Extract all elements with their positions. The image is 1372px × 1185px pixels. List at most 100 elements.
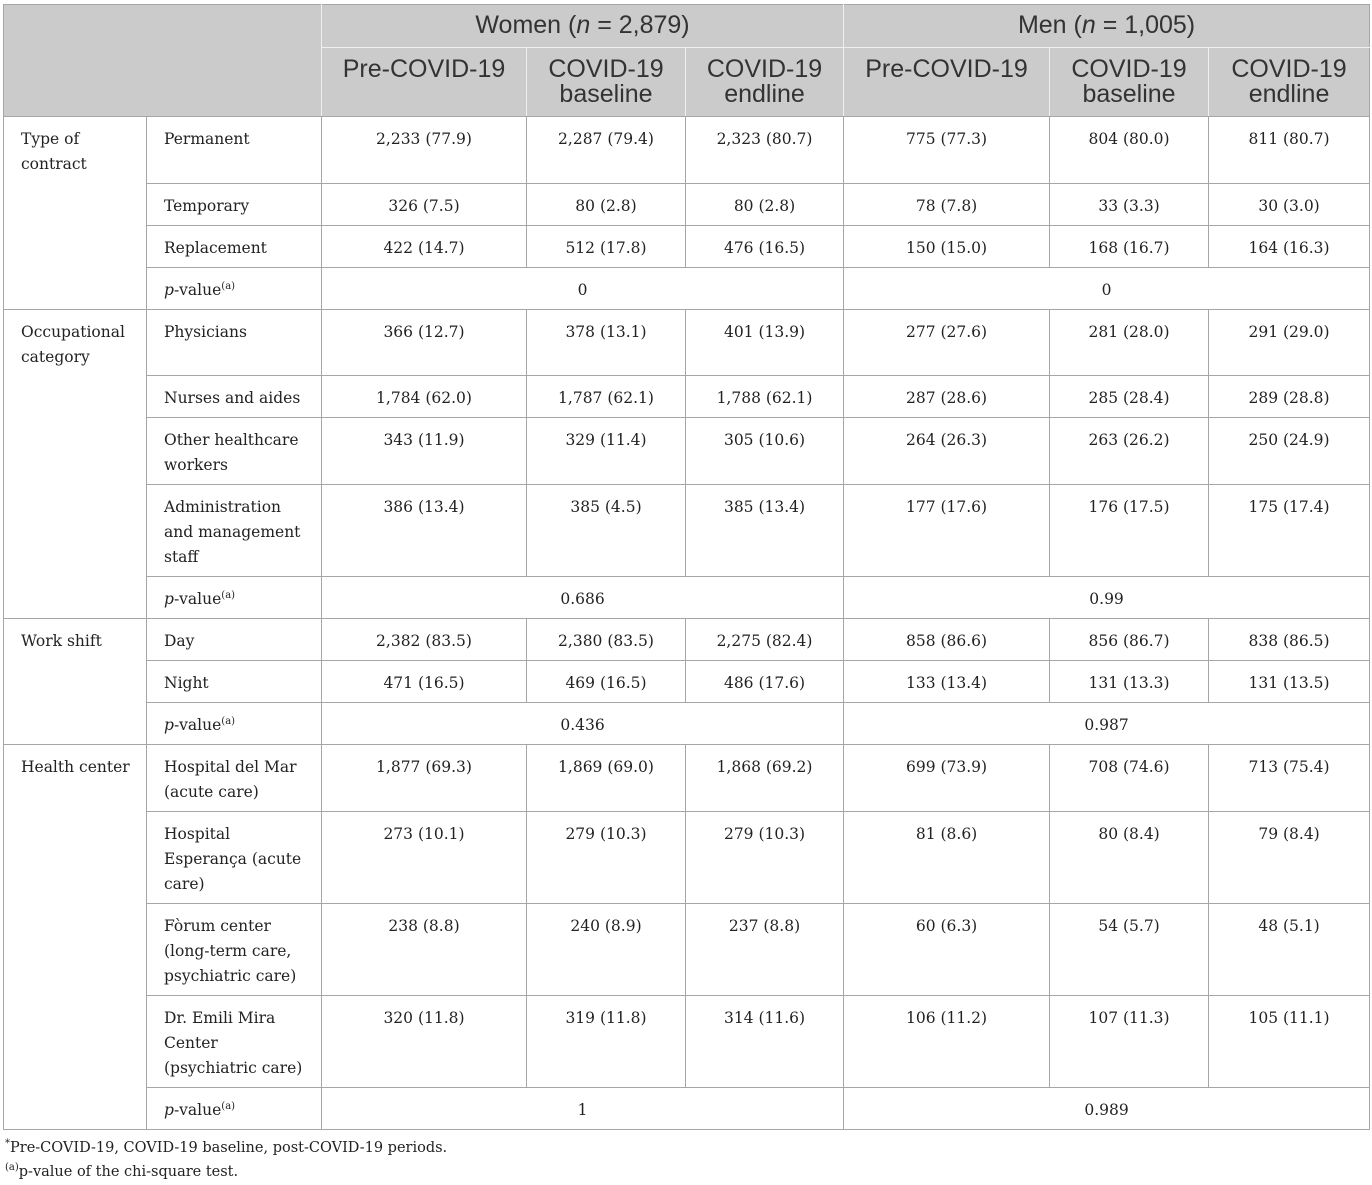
header-group-women: Women (n = 2,879) [320,4,845,48]
value-cell: 858 (86.6) [843,618,1051,661]
value-cell: 326 (7.5) [321,182,527,226]
value-cell: 775 (77.3) [843,116,1051,184]
p-value-women-cell: 0 [320,266,845,310]
footnote-mark-a: (a) [5,1162,19,1173]
category-cell: Occupational category [3,308,147,376]
category-cell-continued [3,576,147,619]
category-cell-continued [3,484,147,577]
value-cell: 856 (86.7) [1049,618,1210,661]
row-label-cell: Other healthcare workers [146,417,322,485]
p-value-men-cell: 0.99 [843,576,1371,619]
category-cell-continued [3,417,147,485]
row-label-cell: Day [146,618,322,661]
value-cell: 237 (8.8) [684,903,845,996]
value-cell: 48 (5.1) [1208,903,1371,996]
p-value-label-italic: p [164,590,174,608]
header-men-covid-endline: COVID-19 endline [1208,47,1371,117]
footnote-text: p-value of the chi-square test. [18,1164,239,1180]
row-label-cell: Fòrum center (long-term care, psychiatri… [146,903,322,996]
value-cell: 287 (28.6) [843,375,1051,418]
p-value-women-cell: 0.436 [320,702,845,745]
value-cell: 289 (28.8) [1208,375,1371,418]
p-value-men-cell: 0.987 [843,702,1371,745]
p-value-footnote-mark: (a) [221,590,236,601]
header-group-count: = 1,005) [1095,11,1196,39]
row-label-cell: Physicians [146,308,322,376]
value-cell: 80 (2.8) [684,182,845,226]
category-cell: Work shift [3,618,147,661]
p-value-footnote-mark: (a) [221,280,236,292]
value-cell: 78 (7.8) [843,182,1051,226]
row-label-cell: Night [146,660,322,703]
table-row: Occupational category Physicians 366 (12.7… [3,308,1371,376]
value-cell: 175 (17.4) [1208,484,1371,577]
row-label-cell: Dr. Emili Mira Center (psychiatric care) [146,995,322,1088]
value-cell: 314 (11.6) [684,995,845,1088]
table-row: Nurses and aides 1,784 (62.0) 1,787 (62.1)… [3,375,1371,418]
header-group-men: Men (n = 1,005) [843,4,1371,48]
value-cell: 2,323 (80.7) [684,116,845,184]
row-label-cell: Hospital del Mar (acute care) [146,744,322,812]
value-cell: 804 (80.0) [1049,116,1210,184]
p-value-men-cell: 0.989 [843,1087,1371,1130]
value-cell: 305 (10.6) [684,417,845,485]
value-cell: 1,784 (62.0) [321,375,527,418]
table-row: Administration and management staff 386 (… [3,484,1371,577]
value-cell: 60 (6.3) [843,903,1051,996]
p-value-row: p-value(a) 0.436 0.987 [3,702,1371,745]
header-group-label: Women ( [475,11,577,39]
value-cell: 2,233 (77.9) [321,116,527,184]
header-group-n-symbol: n [576,11,591,39]
header-row-periods: Pre-COVID-19 COVID-19 baseline COVID-19 … [4,47,1371,117]
category-cell-continued [3,375,147,418]
p-value-label-text: -value [173,280,222,299]
header-women-covid-endline: COVID-19 endline [684,47,845,117]
p-value-label-cell: p-value(a) [146,576,322,619]
value-cell: 80 (8.4) [1049,811,1210,904]
p-value-label-cell: p-value(a) [146,702,322,745]
value-cell: 2,382 (83.5) [321,618,527,661]
category-cell-continued [3,225,147,267]
value-cell: 469 (16.5) [526,660,686,703]
header-women-pre-covid: Pre-COVID-19 [321,47,527,117]
table-row: Replacement 422 (14.7) 512 (17.8) 476 (16.5… [3,224,1371,268]
value-cell: 150 (15.0) [843,224,1051,268]
value-cell: 385 (4.5) [526,484,686,577]
value-cell: 106 (11.2) [843,995,1051,1088]
value-cell: 512 (17.8) [526,224,686,268]
value-cell: 279 (10.3) [526,811,686,904]
data-table: Women (n = 2,879) Men (n = 1,005) Pre-CO… [3,4,1371,1130]
value-cell: 263 (26.2) [1049,417,1210,485]
p-value-footnote-mark: (a) [221,1101,236,1112]
p-value-women-cell: 1 [320,1087,845,1130]
value-cell: 422 (14.7) [321,224,527,268]
p-value-footnote-mark: (a) [221,716,236,727]
header-group-label: Men ( [1017,11,1082,39]
p-value-row: p-value(a) 0.686 0.99 [3,576,1371,619]
p-value-label-text: -value [173,1101,222,1119]
footnote-periods: *Pre-COVID-19, COVID-19 baseline, post-C… [5,1136,1365,1160]
p-value-row: p-value(a) 1 0.989 [3,1087,1371,1130]
value-cell: 471 (16.5) [321,660,527,703]
value-cell: 1,877 (69.3) [321,744,527,812]
value-cell: 281 (28.0) [1049,308,1210,376]
category-cell: Type of contract [3,116,147,183]
value-cell: 811 (80.7) [1208,116,1371,184]
value-cell: 1,788 (62.1) [684,375,845,418]
value-cell: 131 (13.5) [1208,660,1371,703]
header-men-pre-covid: Pre-COVID-19 [843,47,1051,117]
table-row: Night 471 (16.5) 469 (16.5) 486 (17.6) 133 (… [3,660,1371,703]
table-row: Fòrum center (long-term care, psychiatri… [3,903,1371,996]
value-cell: 164 (16.3) [1208,224,1371,268]
header-group-count: = 2,879) [590,11,690,39]
value-cell: 33 (3.3) [1049,182,1210,226]
value-cell: 30 (3.0) [1208,182,1371,226]
value-cell: 329 (11.4) [526,417,686,485]
category-cell-continued [3,995,147,1088]
value-cell: 1,869 (69.0) [526,744,686,812]
value-cell: 291 (29.0) [1208,308,1371,376]
p-value-label-text: -value [173,590,222,608]
footnote-p-value: (a)p-value of the chi-square test. [5,1160,1365,1184]
table-row: Temporary 326 (7.5) 80 (2.8) 80 (2.8) 78 (7.… [3,182,1371,226]
value-cell: 2,380 (83.5) [526,618,686,661]
